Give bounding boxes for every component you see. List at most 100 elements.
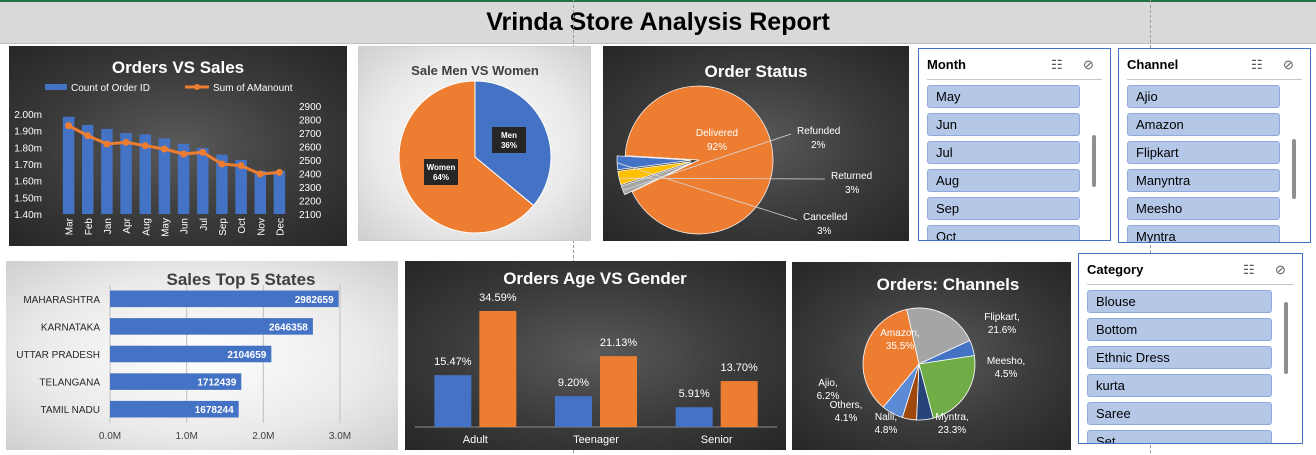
data-label-pct: 3%: [817, 226, 832, 237]
month-slicer-scrollbar[interactable]: [1092, 135, 1096, 187]
slicer-item-set[interactable]: Set: [1087, 430, 1272, 443]
pie-slice: [882, 363, 920, 418]
x-tick-label: Dec: [275, 218, 286, 236]
channel-slicer[interactable]: Channel ☷ ⊘ Ajio Amazon Flipkart Manyntr…: [1118, 48, 1311, 243]
month-slicer-title: Month: [927, 57, 966, 72]
orders-vs-sales-chart[interactable]: Orders VS Sales Count of Order ID Sum of…: [9, 46, 347, 246]
month-slicer[interactable]: Month ☷ ⊘ May Jun Jul Aug Sep Oct: [918, 48, 1111, 241]
data-label-pct: 23.3%: [938, 425, 966, 436]
data-label: 2104659: [227, 350, 266, 361]
data-label: 5.91%: [679, 388, 710, 400]
channel-slicer-title: Channel: [1127, 57, 1179, 72]
bar-age-gender: [720, 381, 758, 427]
clear-filter-icon[interactable]: ⊘: [1283, 57, 1294, 72]
bar-state-sales: [110, 345, 272, 363]
data-label-pct: 4.1%: [835, 413, 858, 424]
slicer-item-oct[interactable]: Oct: [927, 225, 1080, 240]
slicer-item-flipkart[interactable]: Flipkart: [1127, 141, 1280, 164]
data-label-pct: 35.5%: [886, 341, 914, 352]
x-tick-label: Mar: [65, 217, 76, 235]
data-label-pct: 64%: [433, 173, 449, 182]
line-point-sales: [256, 170, 264, 178]
data-label-name: Nalli,: [875, 412, 897, 423]
order-status-svg: Order Status Delivered 92% Refunded 2% Retur…: [616, 62, 872, 237]
data-label: 34.59%: [479, 292, 517, 304]
y-left-tick-label: 1.90m: [14, 127, 42, 138]
x-tick-label: Apr: [122, 217, 133, 233]
y-left-tick-label: 2.00m: [14, 110, 42, 121]
category-slicer-title: Category: [1087, 262, 1144, 277]
bar-orders: [101, 128, 113, 214]
y-right-tick-label: 2700: [299, 129, 322, 140]
category-slicer-scrollbar[interactable]: [1284, 302, 1288, 374]
data-label-name: Returned: [831, 171, 872, 182]
multi-select-icon[interactable]: ☷: [1251, 57, 1263, 72]
orders-age-gender-chart[interactable]: Orders Age VS Gender 15.47% 34.59% Adult 9.…: [405, 261, 786, 450]
clear-filter-icon[interactable]: ⊘: [1275, 262, 1286, 277]
y-category-label: UTTAR PRADESH: [16, 350, 100, 361]
slicer-item-amazon[interactable]: Amazon: [1127, 113, 1280, 136]
slicer-item-ajio[interactable]: Ajio: [1127, 85, 1280, 108]
bar-age-gender: [479, 311, 517, 427]
category-slicer[interactable]: Category ☷ ⊘ Blouse Bottom Ethnic Dress …: [1078, 253, 1303, 444]
y-right-tick-label: 2400: [299, 170, 322, 181]
slicer-item-bottom[interactable]: Bottom: [1087, 318, 1272, 341]
slicer-item-kurta[interactable]: kurta: [1087, 374, 1272, 397]
line-point-sales: [218, 160, 226, 168]
slicer-item-jul[interactable]: Jul: [927, 141, 1080, 164]
data-label: 15.47%: [434, 356, 472, 368]
x-tick-label: Jan: [103, 218, 114, 234]
slicer-item-saree[interactable]: Saree: [1087, 402, 1272, 425]
data-label-box: [424, 159, 458, 185]
month-slicer-list: May Jun Jul Aug Sep Oct: [927, 85, 1080, 240]
leader-line: [622, 133, 792, 191]
channel-slicer-list: Ajio Amazon Flipkart Manyntra Meesho Myn…: [1127, 85, 1280, 242]
bar-orders: [235, 160, 247, 214]
data-label-name: Meesho,: [987, 356, 1025, 367]
bar-orders: [197, 147, 209, 214]
x-tick-label: Jun: [180, 218, 191, 234]
channel-slicer-scrollbar[interactable]: [1292, 139, 1296, 199]
sales-top-states-chart[interactable]: Sales Top 5 States 0.0M 1.0M 2.0M 3.0M MAHAR…: [6, 261, 398, 450]
data-label-name: Cancelled: [803, 212, 847, 223]
orders-channels-svg: Orders: Channels Amazon, 35.5% Flipkart, 21…: [817, 275, 1026, 436]
line-point-sales: [237, 162, 245, 170]
line-point-sales: [65, 122, 73, 130]
slicer-item-blouse[interactable]: Blouse: [1087, 290, 1272, 313]
order-status-chart[interactable]: Order Status Delivered 92% Refunded 2% Retur…: [603, 46, 909, 241]
slicer-item-may[interactable]: May: [927, 85, 1080, 108]
leader-line: [616, 162, 798, 221]
data-label-name: Ajio,: [818, 378, 837, 389]
data-label: 9.20%: [558, 377, 589, 389]
sale-men-women-chart[interactable]: Sale Men VS Women Men 36% Women 64%: [358, 46, 591, 241]
bar-age-gender: [555, 396, 592, 427]
slicer-item-myntra[interactable]: Myntra: [1127, 225, 1280, 242]
y-right-tick-label: 2900: [299, 102, 322, 113]
orders-channels-chart[interactable]: Orders: Channels Amazon, 35.5% Flipkart, 21…: [792, 262, 1071, 450]
pie-slice: [624, 85, 774, 235]
bar-state-sales: [110, 400, 239, 418]
slicer-item-aug[interactable]: Aug: [927, 169, 1080, 192]
x-tick-label: 0.0M: [99, 431, 121, 442]
x-tick-label: Sep: [218, 218, 229, 236]
legend-marker-sales: [194, 84, 200, 90]
multi-select-icon[interactable]: ☷: [1051, 57, 1063, 72]
data-label-pct: 21.6%: [988, 325, 1016, 336]
bar-age-gender: [675, 407, 713, 427]
line-point-sales: [199, 148, 207, 156]
clear-filter-icon[interactable]: ⊘: [1083, 57, 1094, 72]
chart-title: Sales Top 5 States: [167, 270, 316, 289]
x-tick-label: Teenager: [573, 434, 619, 446]
slicer-item-meesho[interactable]: Meesho: [1127, 197, 1280, 220]
multi-select-icon[interactable]: ☷: [1243, 262, 1255, 277]
slicer-item-sep[interactable]: Sep: [927, 197, 1080, 220]
slicer-divider: [1127, 79, 1302, 80]
slicer-item-ethnic-dress[interactable]: Ethnic Dress: [1087, 346, 1272, 369]
legend-label-sales: Sum of AManount: [213, 83, 293, 94]
y-left-tick-label: 1.80m: [14, 143, 42, 154]
bar-state-sales: [110, 373, 242, 390]
slicer-item-manyntra[interactable]: Manyntra: [1127, 169, 1280, 192]
y-left-tick-label: 1.50m: [14, 193, 42, 204]
slicer-item-jun[interactable]: Jun: [927, 113, 1080, 136]
